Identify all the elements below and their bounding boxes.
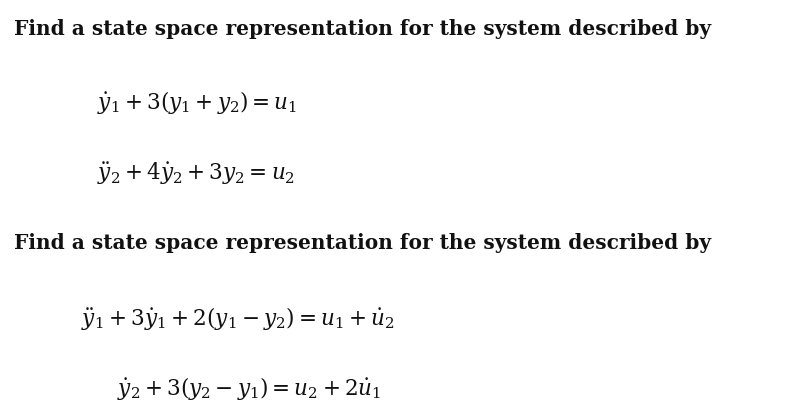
Text: Find a state space representation for the system described by: Find a state space representation for th…	[14, 19, 712, 39]
Text: $\ddot{y}_1 + 3\dot{y}_1 + 2(y_1 - y_2) = u_1 + \dot{u}_2$: $\ddot{y}_1 + 3\dot{y}_1 + 2(y_1 - y_2) …	[80, 305, 394, 332]
Text: $\ddot{y}_2 + 4\dot{y}_2 + 3y_2 = u_2$: $\ddot{y}_2 + 4\dot{y}_2 + 3y_2 = u_2$	[97, 160, 295, 187]
Text: Find a state space representation for the system described by: Find a state space representation for th…	[14, 233, 712, 253]
Text: $\dot{y}_2 + 3(y_2 - y_1) = u_2 + 2\dot{u}_1$: $\dot{y}_2 + 3(y_2 - y_1) = u_2 + 2\dot{…	[117, 375, 381, 402]
Text: $\dot{y}_1 + 3(y_1 + y_2) = u_1$: $\dot{y}_1 + 3(y_1 + y_2) = u_1$	[97, 89, 297, 116]
